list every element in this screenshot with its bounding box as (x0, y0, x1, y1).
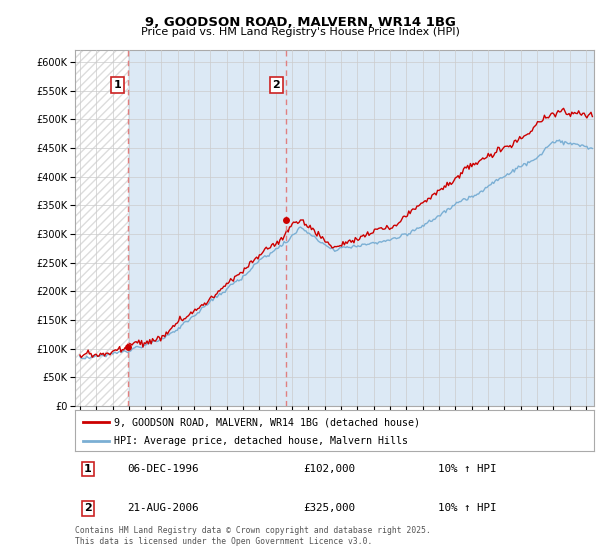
Text: 2: 2 (84, 503, 92, 513)
Text: £102,000: £102,000 (304, 464, 355, 474)
Text: 21-AUG-2006: 21-AUG-2006 (127, 503, 199, 513)
Text: Price paid vs. HM Land Registry's House Price Index (HPI): Price paid vs. HM Land Registry's House … (140, 27, 460, 37)
Text: HPI: Average price, detached house, Malvern Hills: HPI: Average price, detached house, Malv… (114, 436, 408, 446)
Text: 9, GOODSON ROAD, MALVERN, WR14 1BG: 9, GOODSON ROAD, MALVERN, WR14 1BG (145, 16, 455, 29)
Bar (128, 50, 594, 406)
Bar (75, 50, 128, 406)
Text: 1: 1 (84, 464, 92, 474)
Text: £325,000: £325,000 (304, 503, 355, 513)
Text: 2: 2 (272, 80, 280, 90)
Text: 10% ↑ HPI: 10% ↑ HPI (438, 464, 497, 474)
Text: Contains HM Land Registry data © Crown copyright and database right 2025.
This d: Contains HM Land Registry data © Crown c… (75, 526, 431, 546)
Text: 10% ↑ HPI: 10% ↑ HPI (438, 503, 497, 513)
Text: 06-DEC-1996: 06-DEC-1996 (127, 464, 199, 474)
Text: 9, GOODSON ROAD, MALVERN, WR14 1BG (detached house): 9, GOODSON ROAD, MALVERN, WR14 1BG (deta… (114, 417, 420, 427)
Text: 1: 1 (114, 80, 122, 90)
Bar (75, 50, 128, 406)
